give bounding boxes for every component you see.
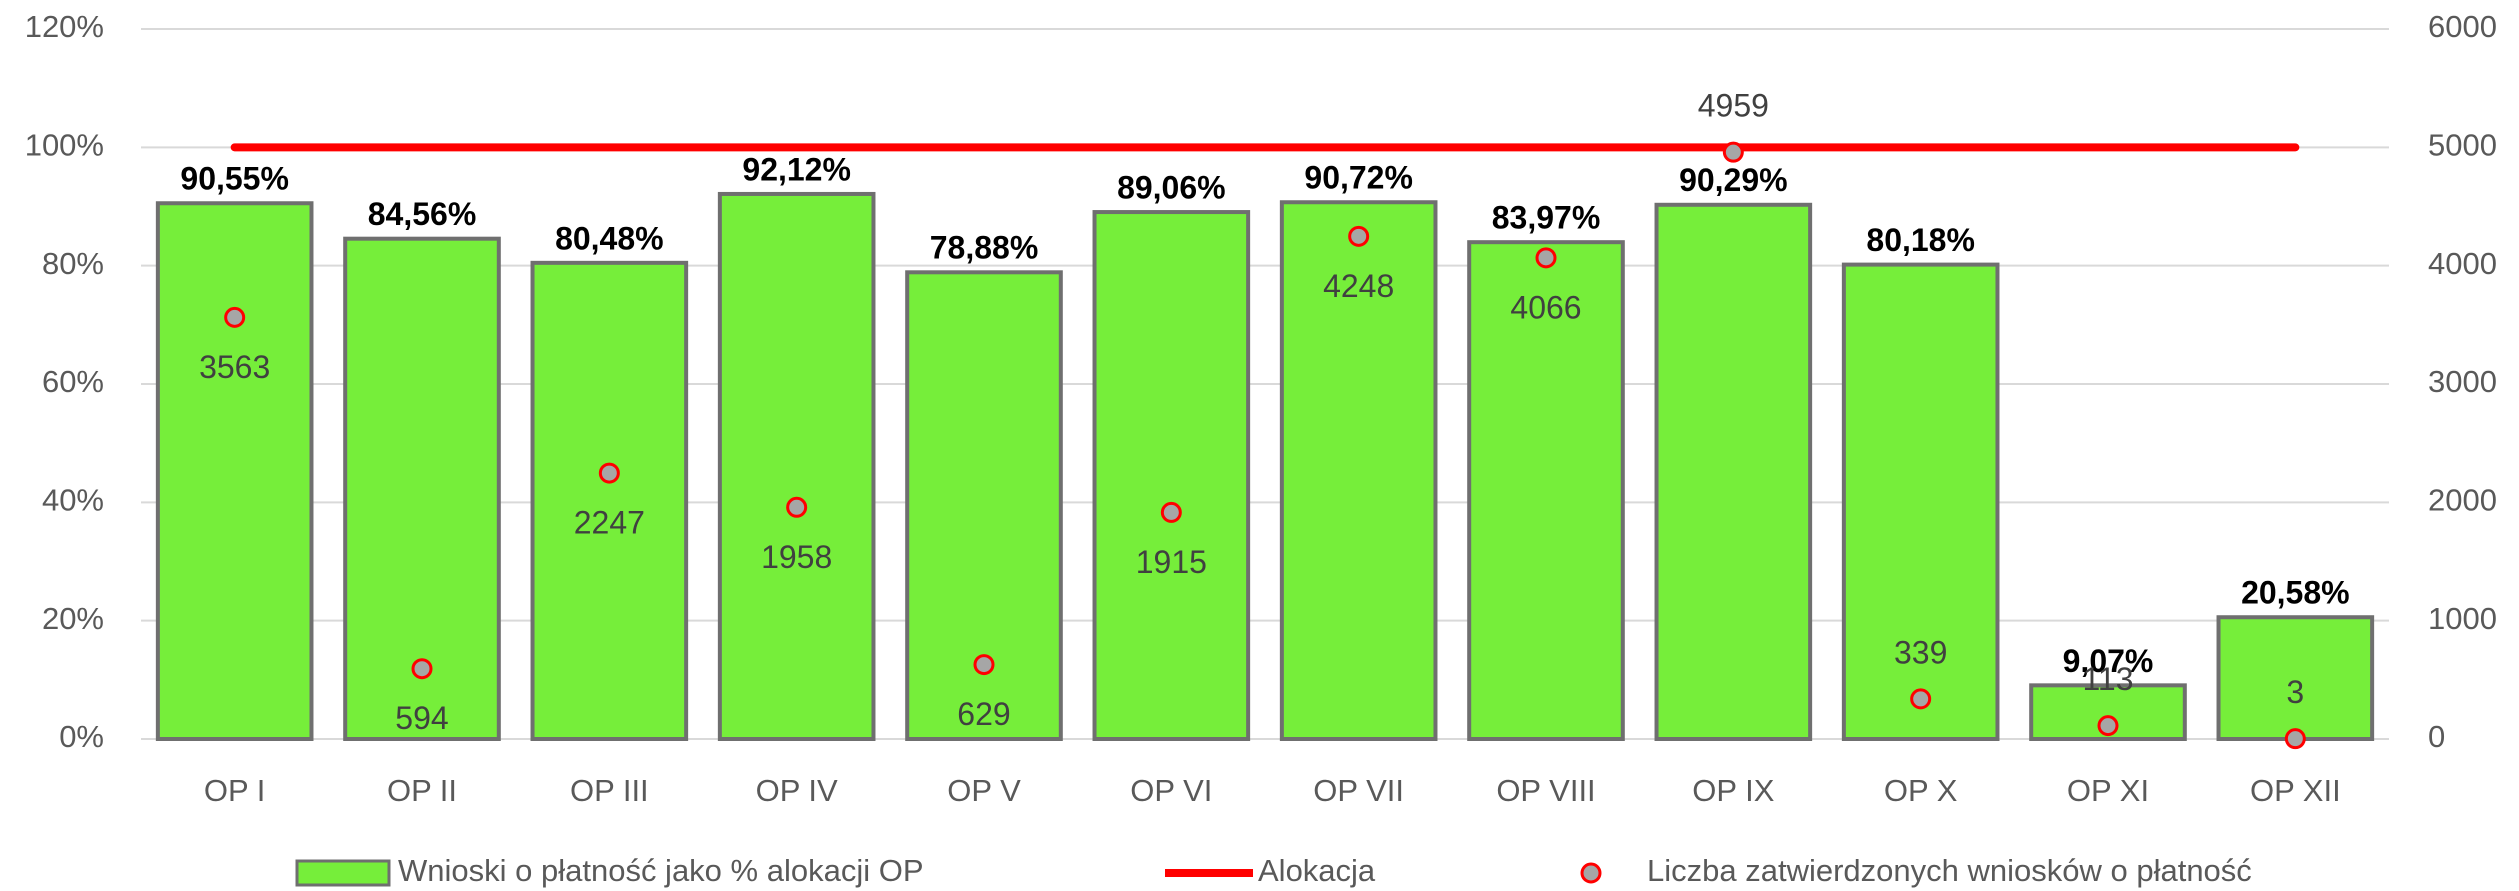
y2-tick-label: 6000 bbox=[2428, 9, 2497, 44]
x-tick-label: OP II bbox=[387, 773, 457, 808]
x-tick-label: OP V bbox=[947, 773, 1021, 808]
legend-label: Wnioski o płatność jako % alokacji OP bbox=[398, 853, 924, 888]
x-tick-label: OP XII bbox=[2250, 773, 2341, 808]
bar-value-label: 90,72% bbox=[1304, 160, 1413, 196]
bar-value-label: 89,06% bbox=[1117, 170, 1226, 206]
x-tick-label: OP X bbox=[1884, 773, 1958, 808]
bar bbox=[343, 236, 501, 741]
point-value-label: 339 bbox=[1894, 634, 1947, 670]
point bbox=[1722, 141, 1744, 163]
bar bbox=[155, 201, 314, 741]
bar-value-label: 83,97% bbox=[1492, 200, 1601, 236]
point bbox=[1348, 225, 1370, 247]
point-value-label: 629 bbox=[957, 696, 1010, 732]
y-tick-label: 0% bbox=[59, 719, 104, 754]
bar-value-label: 20,58% bbox=[2241, 575, 2350, 611]
bar bbox=[717, 191, 876, 741]
point-value-label: 2247 bbox=[574, 505, 645, 541]
bar bbox=[1654, 202, 1813, 741]
point-value-label: 1958 bbox=[761, 539, 832, 575]
bar bbox=[1467, 240, 1625, 742]
point bbox=[786, 496, 808, 518]
point bbox=[2284, 728, 2306, 750]
point bbox=[2097, 715, 2119, 737]
legend-swatch bbox=[1580, 862, 1602, 884]
bar-value-label: 92,12% bbox=[742, 151, 851, 187]
bar-value-label: 80,48% bbox=[555, 220, 664, 256]
point-value-label: 4248 bbox=[1323, 268, 1394, 304]
legend-swatch bbox=[295, 859, 391, 887]
y-tick-label: 120% bbox=[25, 9, 104, 44]
x-tick-label: OP III bbox=[570, 773, 649, 808]
point bbox=[411, 658, 433, 680]
bar-value-label: 90,29% bbox=[1679, 162, 1788, 198]
legend-label: Alokacja bbox=[1258, 853, 1376, 888]
legend-label: Liczba zatwierdzonych wniosków o płatnoś… bbox=[1647, 853, 2252, 888]
bar bbox=[2216, 615, 2375, 741]
point-value-label: 113 bbox=[2082, 661, 2133, 697]
point-value-label: 1915 bbox=[1136, 544, 1207, 580]
point bbox=[598, 462, 620, 484]
y-tick-label: 60% bbox=[42, 364, 104, 399]
y-tick-label: 20% bbox=[42, 601, 104, 636]
point-value-label: 4066 bbox=[1510, 289, 1581, 325]
x-tick-label: OP VII bbox=[1313, 773, 1404, 808]
point-value-label: 4959 bbox=[1698, 88, 1769, 124]
y2-tick-label: 3000 bbox=[2428, 364, 2497, 399]
bar-value-label: 78,88% bbox=[930, 230, 1039, 266]
point bbox=[973, 654, 995, 676]
y2-tick-label: 4000 bbox=[2428, 246, 2497, 281]
y2-tick-label: 5000 bbox=[2428, 128, 2497, 163]
point bbox=[1910, 688, 1932, 710]
bar-value-label: 90,55% bbox=[180, 161, 289, 197]
bar bbox=[1092, 210, 1251, 742]
y2-tick-label: 1000 bbox=[2428, 601, 2497, 636]
bar-value-label: 80,18% bbox=[1866, 222, 1975, 258]
point bbox=[224, 306, 246, 328]
point-value-label: 3 bbox=[2286, 674, 2304, 710]
x-tick-label: OP VI bbox=[1130, 773, 1212, 808]
y2-tick-label: 2000 bbox=[2428, 483, 2497, 518]
point bbox=[1535, 247, 1557, 269]
x-tick-label: OP IX bbox=[1692, 773, 1774, 808]
bar bbox=[1279, 200, 1438, 742]
y-tick-label: 40% bbox=[42, 483, 104, 518]
bar-value-label: 84,56% bbox=[368, 196, 477, 232]
x-tick-label: OP XI bbox=[2067, 773, 2149, 808]
y-tick-label: 100% bbox=[25, 128, 104, 163]
point-value-label: 3563 bbox=[199, 349, 270, 385]
point bbox=[1160, 501, 1182, 523]
point-value-label: 594 bbox=[395, 700, 448, 736]
bar bbox=[1841, 262, 2000, 741]
y-tick-label: 80% bbox=[42, 246, 104, 281]
bar bbox=[530, 260, 689, 741]
x-tick-label: OP I bbox=[204, 773, 265, 808]
bar-value-label: 9,07% bbox=[2063, 643, 2154, 679]
y2-tick-label: 0 bbox=[2428, 719, 2445, 754]
x-tick-label: OP VIII bbox=[1496, 773, 1595, 808]
x-tick-label: OP IV bbox=[756, 773, 838, 808]
